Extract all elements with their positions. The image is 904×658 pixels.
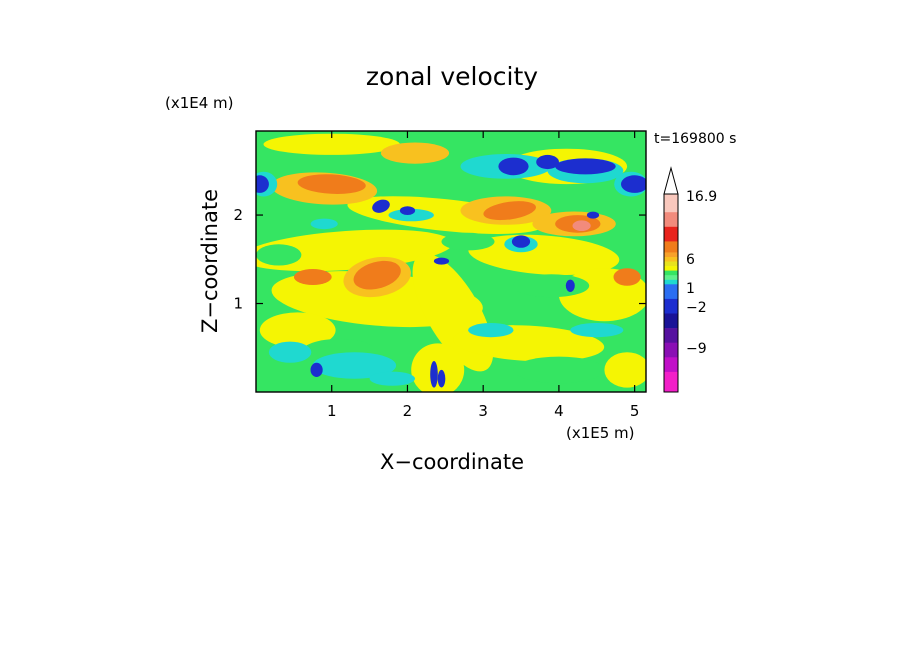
contour-blob: [268, 341, 312, 363]
contour-blob: [441, 232, 495, 251]
contour-blob: [430, 361, 438, 388]
x-unit-label: (x1E5 m): [566, 424, 635, 442]
contour-blob: [310, 218, 338, 230]
contour-blob: [310, 362, 323, 377]
contour-blob: [498, 157, 529, 176]
colorbar-swatch: [664, 212, 678, 228]
contour-blob: [293, 269, 332, 285]
contour-blob: [263, 133, 400, 155]
colorbar-swatch: [664, 284, 678, 300]
y-axis-label: Z−coordinate: [198, 189, 222, 333]
colorbar-label: −9: [686, 341, 707, 357]
contour-blob: [604, 352, 646, 388]
contour-blob: [483, 201, 536, 221]
colorbar-swatch: [664, 257, 678, 262]
axis-ticks: 1 2 3 4 5 1 2: [233, 131, 646, 420]
colorbar-frame: [663, 193, 679, 393]
colorbar-swatch: [664, 298, 678, 314]
contour-blob: [621, 175, 646, 193]
contour-blob: [369, 371, 415, 386]
contour-blob: [513, 356, 605, 384]
colorbar-swatch: [664, 266, 678, 271]
contour-blob: [256, 175, 269, 193]
contour-blob: [433, 257, 450, 265]
contour-blob: [353, 260, 401, 290]
contour-blob: [511, 235, 531, 248]
x-axis-label: X−coordinate: [380, 450, 524, 474]
colorbar-label: 6: [686, 252, 695, 268]
y-tick-label: 1: [233, 295, 243, 313]
contour-blob: [256, 244, 302, 266]
contour-blob: [572, 220, 591, 231]
contour-blob: [437, 369, 446, 388]
y-tick-label: 2: [233, 206, 243, 224]
colorbar-swatch: [664, 313, 678, 329]
contour-blob: [380, 142, 450, 164]
contour-blob: [468, 323, 514, 338]
contour-blob: [570, 323, 624, 338]
colorbar-swatch: [664, 328, 678, 343]
colorbar-swatch: [664, 226, 678, 242]
contour-blob: [372, 199, 390, 213]
colorbar-label: −2: [686, 300, 707, 316]
time-label: t=169800 s: [654, 131, 736, 147]
contour-blob: [513, 274, 590, 298]
x-tick-label: 1: [327, 402, 337, 420]
contour-blob: [312, 352, 397, 379]
plot-frame: [255, 130, 647, 393]
colorbar-label: 1: [686, 281, 695, 297]
colorbar-swatch: [664, 261, 678, 267]
colorbar-swatch: [664, 241, 678, 253]
plot-area: [256, 131, 646, 392]
x-tick-label: 4: [554, 402, 564, 420]
colorbar-swatch: [664, 252, 678, 258]
colorbar-swatch: [664, 275, 678, 281]
x-tick-label: 2: [403, 402, 413, 420]
contour-blob: [411, 343, 465, 392]
contour-blob: [399, 206, 416, 216]
colorbar: 16.9 6 1 −2 −9: [663, 166, 717, 393]
contour-blob: [347, 196, 544, 234]
contour-blob: [536, 154, 559, 170]
colorbar-swatch: [664, 194, 678, 213]
colorbar-extend-arrow: [663, 166, 679, 195]
contour-blob: [555, 158, 616, 175]
chart-title: zonal velocity: [366, 62, 538, 91]
colorbar-swatch: [664, 270, 678, 276]
colorbar-swatch: [664, 371, 678, 393]
contour-blob: [565, 279, 575, 292]
colorbar-swatch: [664, 342, 678, 358]
x-tick-label: 5: [630, 402, 640, 420]
contour-blob: [259, 312, 336, 348]
colorbar-swatch: [664, 279, 678, 285]
contour-blob: [613, 268, 641, 286]
y-unit-label: (x1E4 m): [165, 94, 234, 112]
contour-fill-layer: [256, 133, 646, 392]
colorbar-label: 16.9: [686, 189, 717, 205]
contour-blob: [388, 208, 434, 222]
x-tick-label: 3: [478, 402, 488, 420]
contour-blob: [297, 174, 366, 194]
contour-blob: [586, 211, 600, 219]
colorbar-swatch: [664, 357, 678, 373]
